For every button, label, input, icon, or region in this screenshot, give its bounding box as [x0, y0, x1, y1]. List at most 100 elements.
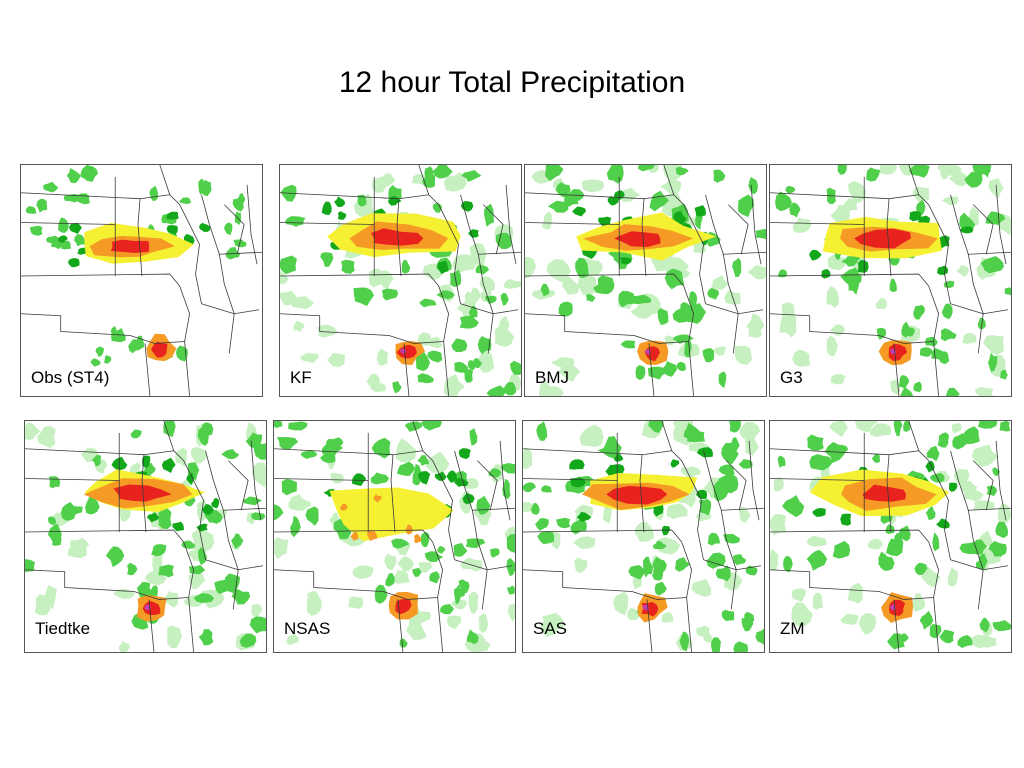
light-rain-area — [550, 357, 575, 368]
rain-area — [437, 545, 446, 554]
rain-area — [702, 348, 715, 363]
light-rain-area — [392, 570, 410, 584]
rain-area — [540, 485, 552, 493]
light-rain-area — [326, 352, 345, 368]
rain-area — [440, 604, 454, 615]
light-rain-area — [659, 179, 682, 195]
rain-area — [57, 235, 68, 243]
rain-area — [999, 421, 1011, 432]
rain-area — [729, 437, 740, 453]
rain-area — [188, 565, 206, 575]
light-rain-area — [293, 320, 305, 333]
state-border — [21, 273, 180, 287]
rain-area — [412, 567, 422, 577]
rain-area — [809, 454, 834, 471]
rain-area — [127, 562, 138, 576]
rain-area — [396, 461, 416, 477]
rain-area — [926, 445, 940, 462]
light-rain-area — [696, 625, 710, 637]
rain-area — [992, 620, 1011, 632]
rain-area — [657, 307, 669, 325]
light-rain-area — [630, 304, 652, 319]
light-rain-area — [452, 254, 477, 273]
light-rain-area — [406, 623, 427, 641]
rain-area — [959, 226, 974, 234]
rain-area — [613, 454, 624, 462]
rain-area — [913, 381, 922, 393]
state-border — [487, 565, 513, 571]
rain-area — [903, 421, 911, 433]
rain-area — [385, 572, 395, 587]
rain-area — [455, 588, 466, 598]
precip-map-bmj — [525, 165, 766, 396]
rain-area — [866, 167, 881, 182]
light-rain-area — [855, 421, 878, 433]
rain-area — [249, 616, 266, 634]
rain-area — [424, 166, 434, 183]
rain-area — [569, 459, 585, 470]
rain-area — [837, 165, 847, 175]
light-rain-area — [280, 290, 297, 306]
rain-area — [166, 211, 179, 220]
rain-area — [901, 321, 911, 339]
light-rain-area — [953, 468, 970, 485]
light-rain-area — [951, 423, 962, 434]
extreme-rain-area — [642, 604, 649, 611]
state-border — [483, 204, 504, 255]
light-rain-area — [167, 625, 182, 649]
light-rain-area — [43, 181, 59, 193]
light-rain-area — [940, 165, 951, 180]
state-border — [973, 460, 994, 511]
rain-area — [957, 635, 973, 649]
rain-area — [992, 467, 1001, 477]
rain-area — [876, 327, 887, 340]
light-rain-area — [478, 613, 489, 634]
light-rain-area — [869, 423, 892, 438]
panel-label-kf: KF — [290, 368, 312, 387]
state-border — [950, 303, 984, 315]
light-rain-area — [738, 506, 751, 523]
state-border — [893, 599, 900, 652]
map-panel-obs-st4: Obs (ST4) — [20, 164, 263, 397]
rain-area — [748, 176, 759, 195]
precip-map-kf — [280, 165, 521, 396]
rain-area — [908, 165, 930, 178]
light-rain-area — [348, 596, 364, 610]
rain-area — [733, 641, 749, 652]
light-rain-area — [104, 354, 112, 364]
rain-area — [181, 540, 196, 549]
rain-area — [300, 450, 318, 459]
state-border — [983, 309, 1009, 315]
rain-area — [151, 544, 167, 557]
rain-area — [146, 512, 160, 523]
light-rain-area — [879, 165, 898, 175]
state-border — [705, 194, 739, 354]
state-border — [908, 165, 951, 304]
rain-area — [628, 565, 646, 580]
rain-area — [290, 515, 301, 538]
rain-area — [186, 472, 194, 486]
light-rain-area — [446, 615, 462, 629]
rain-area — [755, 628, 764, 645]
very-heavy-rain-area — [371, 228, 424, 246]
state-border — [21, 192, 170, 200]
light-rain-area — [858, 613, 877, 636]
rain-area — [486, 385, 505, 396]
rain-area — [918, 304, 926, 315]
rain-area — [706, 552, 726, 569]
light-rain-area — [503, 278, 521, 289]
rain-area — [392, 381, 402, 394]
rain-area — [48, 476, 61, 489]
light-rain-area — [523, 447, 533, 470]
very-heavy-rain-area — [862, 484, 907, 502]
light-rain-area — [299, 352, 319, 363]
moderate-rain-area — [329, 487, 454, 542]
rain-area — [696, 447, 713, 458]
rain-area — [576, 511, 592, 522]
state-border — [438, 285, 449, 396]
rain-area — [475, 264, 490, 275]
light-rain-area — [418, 562, 433, 573]
state-border — [280, 273, 439, 287]
rain-area — [523, 482, 537, 493]
light-rain-area — [74, 234, 86, 247]
